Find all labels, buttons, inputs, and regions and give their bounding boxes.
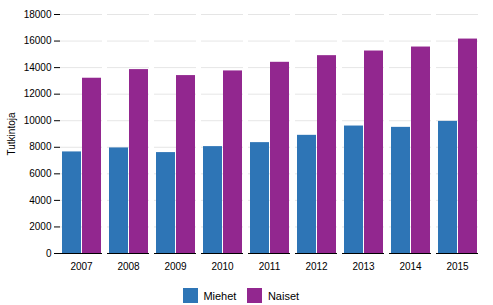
svg-text:8000: 8000 (29, 141, 52, 152)
svg-text:2011: 2011 (259, 261, 281, 272)
svg-text:2015: 2015 (446, 261, 469, 272)
svg-text:10000: 10000 (24, 115, 52, 126)
svg-text:2010: 2010 (211, 261, 234, 272)
svg-text:2012: 2012 (305, 261, 328, 272)
svg-text:2009: 2009 (164, 261, 187, 272)
html-text:Miehet: Miehet (203, 289, 237, 302)
svg-text:2007: 2007 (70, 261, 93, 272)
svg-text:0: 0 (46, 248, 52, 259)
svg-text:6000: 6000 (29, 168, 52, 179)
svg-text:Tutkintoja: Tutkintoja (6, 112, 17, 155)
svg-text:2008: 2008 (117, 261, 140, 272)
svg-text:4000: 4000 (29, 195, 52, 206)
svg-text:14000: 14000 (24, 62, 52, 73)
svg-text:2013: 2013 (352, 261, 375, 272)
html-text:Naiset: Naiset (267, 289, 300, 302)
svg-text:16000: 16000 (24, 35, 52, 46)
svg-text:2014: 2014 (399, 261, 422, 272)
svg-text:12000: 12000 (24, 88, 52, 99)
svg-text:18000: 18000 (24, 9, 52, 20)
svg-text:2000: 2000 (29, 221, 52, 232)
